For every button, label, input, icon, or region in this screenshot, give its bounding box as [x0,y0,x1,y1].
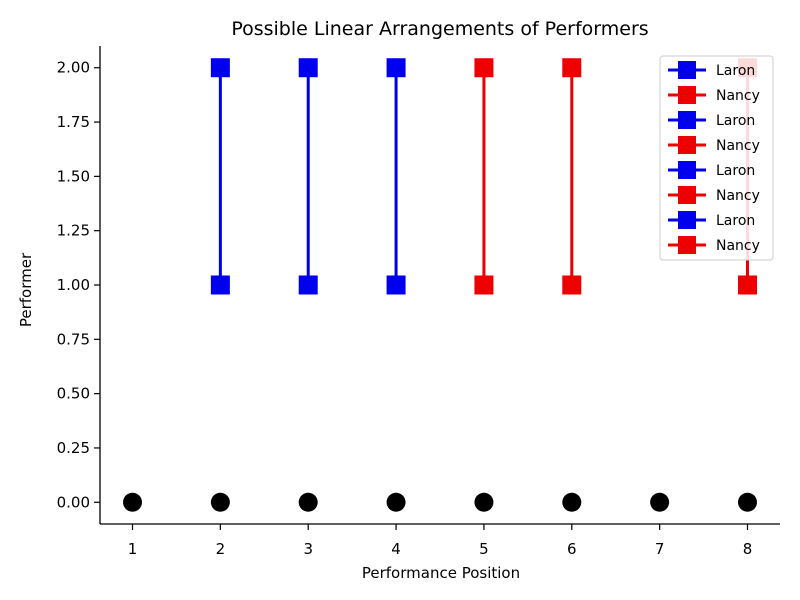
x-tick-label: 3 [303,540,313,558]
series-marker [737,275,757,295]
legend-item: Nancy [668,136,760,154]
x-axis-label: Performance Position [362,564,520,582]
x-tick-label: 5 [479,540,489,558]
y-tick-label: 1.50 [57,167,90,185]
legend-item: Laron [668,211,755,229]
x-tick-label: 8 [743,540,753,558]
base-point [210,492,230,512]
series-nancy-1 [474,58,494,295]
x-tick-label: 4 [391,540,401,558]
x-axis-ticks: 1 2 3 4 5 6 7 8 [128,524,753,558]
y-axis-ticks: 0.00 0.25 0.50 0.75 1.00 1.25 1.50 1.75 2.00 [57,59,100,511]
series-marker [474,58,494,78]
series-marker [562,275,582,295]
legend-marker [678,186,696,204]
legend-label: Nancy [716,238,760,254]
legend-label: Nancy [716,88,760,104]
base-point [474,492,494,512]
series-layer [210,58,757,295]
legend-label: Laron [716,113,755,129]
series-marker [210,58,230,78]
y-tick-label: 0.25 [57,439,90,457]
series-marker [210,275,230,295]
series-marker [298,275,318,295]
y-tick-label: 0.50 [57,385,90,403]
base-point [386,492,406,512]
legend-label: Nancy [716,138,760,154]
x-tick-label: 1 [128,540,138,558]
legend-marker [678,136,696,154]
base-point [123,492,143,512]
series-laron-2 [298,58,318,295]
y-tick-label: 1.25 [57,222,90,240]
legend-frame [659,55,774,261]
x-tick-label: 2 [216,540,226,558]
base-points [123,492,757,512]
legend-marker [678,161,696,179]
base-point [650,492,670,512]
legend-item: Laron [668,161,755,179]
series-marker [386,275,406,295]
legend-marker [678,111,696,129]
legend-item: Nancy [668,236,760,254]
base-point [737,492,757,512]
y-tick-label: 2.00 [57,59,90,77]
series-nancy-3 [562,58,582,295]
x-tick-label: 7 [655,540,665,558]
base-point [298,492,318,512]
legend-item: Laron [668,61,755,79]
legend-label: Laron [716,213,755,229]
x-tick-label: 6 [567,540,577,558]
y-tick-label: 0.75 [57,330,90,348]
legend: Laron Nancy Laron Nancy Laron Nancy Laron Nancy [659,55,774,261]
series-marker [386,58,406,78]
legend-marker [678,86,696,104]
legend-marker [678,236,696,254]
y-tick-label: 1.00 [57,276,90,294]
y-tick-label: 0.00 [57,493,90,511]
plot-area: 1 2 3 4 5 6 7 8 0.00 0.25 0.50 0.75 1.00 1.25 1.50 1.7… [57,46,780,558]
legend-label: Nancy [716,188,760,204]
chart-title: Possible Linear Arrangements of Performe… [231,18,648,40]
y-axis-label: Performer [17,252,35,327]
y-tick-label: 1.75 [57,113,90,131]
legend-item: Nancy [668,86,760,104]
legend-marker [678,61,696,79]
series-marker [298,58,318,78]
legend-item: Nancy [668,186,760,204]
legend-label: Laron [716,63,755,79]
legend-label: Laron [716,163,755,179]
base-point [562,492,582,512]
series-laron-4 [386,58,406,295]
legend-item: Laron [668,111,755,129]
series-marker [562,58,582,78]
series-marker [474,275,494,295]
series-laron-0 [210,58,230,295]
legend-marker [678,211,696,229]
